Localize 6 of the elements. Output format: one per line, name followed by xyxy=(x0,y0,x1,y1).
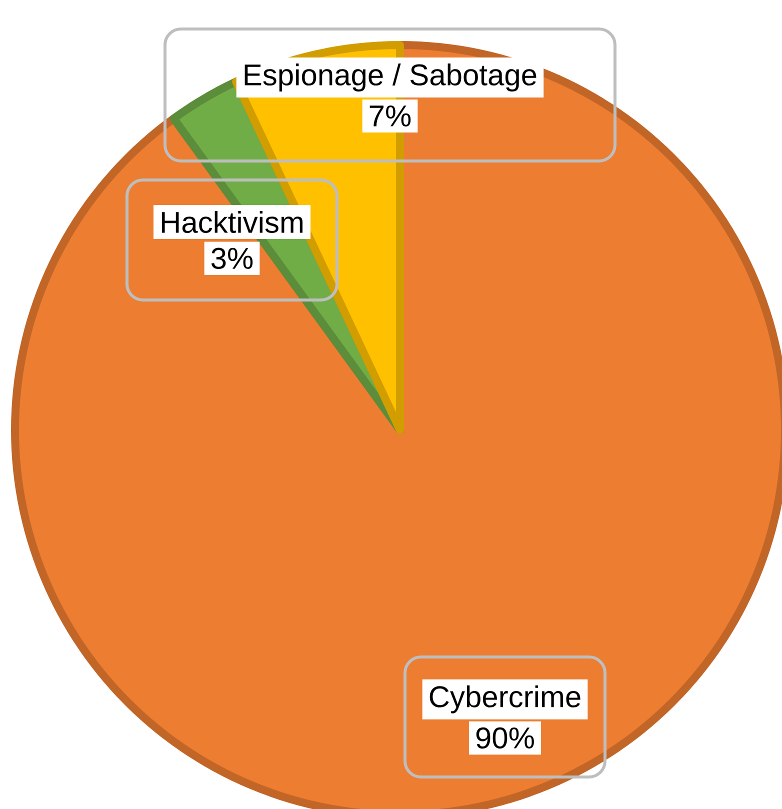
slice-label: Cybercrime xyxy=(430,685,580,714)
slice-label: Hacktivism xyxy=(162,210,302,233)
data-label: 90% xyxy=(476,727,534,749)
slice-label: Espionage / Sabotage xyxy=(244,64,536,92)
data-label: 3% xyxy=(211,248,253,269)
data-label: 7% xyxy=(370,106,411,126)
